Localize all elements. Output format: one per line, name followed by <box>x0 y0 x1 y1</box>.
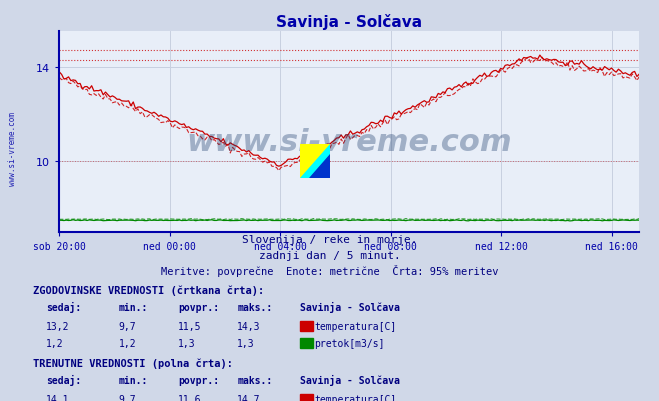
Text: maks.:: maks.: <box>237 375 272 385</box>
Text: Slovenija / reke in morje.: Slovenija / reke in morje. <box>242 235 417 245</box>
Text: Savinja - Solčava: Savinja - Solčava <box>300 374 400 385</box>
Text: ZGODOVINSKE VREDNOSTI (črtkana črta):: ZGODOVINSKE VREDNOSTI (črtkana črta): <box>33 285 264 296</box>
Text: 9,7: 9,7 <box>119 322 136 332</box>
Bar <box>300 394 313 401</box>
Text: sedaj:: sedaj: <box>46 302 81 312</box>
Text: temperatura[C]: temperatura[C] <box>314 322 397 332</box>
Text: povpr.:: povpr.: <box>178 302 219 312</box>
Text: temperatura[C]: temperatura[C] <box>314 394 397 401</box>
Text: 1,2: 1,2 <box>119 338 136 348</box>
Text: povpr.:: povpr.: <box>178 375 219 385</box>
Text: min.:: min.: <box>119 302 148 312</box>
Text: maks.:: maks.: <box>237 302 272 312</box>
Polygon shape <box>300 144 330 178</box>
Text: 1,3: 1,3 <box>178 338 196 348</box>
Title: Savinja - Solčava: Savinja - Solčava <box>276 14 422 30</box>
Text: www.si-vreme.com: www.si-vreme.com <box>186 128 512 157</box>
Text: 14,1: 14,1 <box>46 394 70 401</box>
Text: Meritve: povprečne  Enote: metrične  Črta: 95% meritev: Meritve: povprečne Enote: metrične Črta:… <box>161 265 498 277</box>
Text: 14,3: 14,3 <box>237 322 261 332</box>
Bar <box>300 322 313 331</box>
Text: Savinja - Solčava: Savinja - Solčava <box>300 302 400 312</box>
Bar <box>300 338 313 348</box>
Text: www.si-vreme.com: www.si-vreme.com <box>8 111 17 185</box>
Text: 11,6: 11,6 <box>178 394 202 401</box>
Text: pretok[m3/s]: pretok[m3/s] <box>314 338 385 348</box>
Text: 14,7: 14,7 <box>237 394 261 401</box>
Text: 1,2: 1,2 <box>46 338 64 348</box>
Text: 13,2: 13,2 <box>46 322 70 332</box>
Text: 9,7: 9,7 <box>119 394 136 401</box>
Text: zadnji dan / 5 minut.: zadnji dan / 5 minut. <box>258 251 401 261</box>
Text: 1,3: 1,3 <box>237 338 255 348</box>
Text: 11,5: 11,5 <box>178 322 202 332</box>
Text: sedaj:: sedaj: <box>46 374 81 385</box>
Polygon shape <box>300 144 330 178</box>
Text: TRENUTNE VREDNOSTI (polna črta):: TRENUTNE VREDNOSTI (polna črta): <box>33 357 233 368</box>
Polygon shape <box>309 154 330 178</box>
Text: min.:: min.: <box>119 375 148 385</box>
